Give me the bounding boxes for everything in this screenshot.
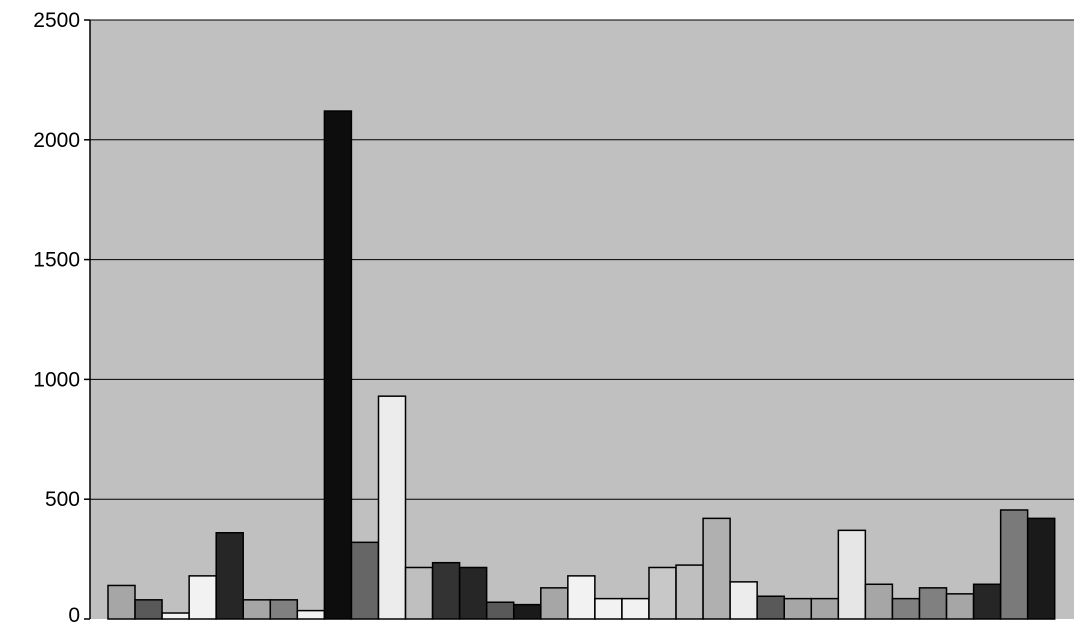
- bar-5: [215, 531, 244, 620]
- bar-28: [837, 529, 867, 620]
- y-tick-label: 0: [68, 604, 80, 625]
- gridlines: [90, 19, 1074, 500]
- bar-3: [161, 612, 190, 620]
- bar-25: [756, 595, 785, 620]
- bar-4: [188, 575, 217, 620]
- bar-6: [242, 599, 271, 620]
- y-tick-label: 1000: [33, 368, 80, 391]
- bar-9: [323, 110, 353, 620]
- bar-30: [891, 597, 921, 620]
- y-tick-labels: 0 500 1000 1500 2000 2500: [33, 9, 80, 625]
- bar-32: [945, 593, 975, 620]
- bar-23: [702, 517, 731, 620]
- bar-33: [972, 583, 1002, 620]
- bar-2: [134, 599, 163, 620]
- bar-26: [783, 597, 812, 620]
- y-tick-label: 2500: [33, 9, 80, 32]
- y-tick-label: 1500: [33, 249, 80, 272]
- bar-22: [675, 564, 704, 620]
- bar-1: [107, 584, 136, 620]
- bar-27: [810, 597, 840, 620]
- y-tick-marks: [84, 19, 90, 620]
- y-tick-label: 2000: [33, 129, 80, 152]
- bar-15: [485, 601, 515, 620]
- bar-14: [458, 566, 488, 620]
- bar-16: [513, 603, 542, 620]
- y-tick-label: 500: [45, 488, 80, 511]
- bar-8: [296, 609, 326, 620]
- bar-35: [1026, 517, 1056, 620]
- bar-21: [648, 566, 677, 620]
- bar-31: [918, 587, 948, 620]
- bar-11: [377, 395, 407, 620]
- bar-34: [999, 509, 1029, 620]
- bar-19: [594, 597, 623, 620]
- bar-13: [431, 561, 461, 620]
- bar-18: [567, 575, 596, 620]
- bar-20: [621, 597, 650, 620]
- bars: [107, 110, 1056, 620]
- bar-17: [540, 587, 569, 620]
- bar-7: [269, 599, 299, 620]
- bar-24: [729, 581, 758, 620]
- bar-12: [404, 566, 434, 620]
- plot-area: [90, 20, 1074, 619]
- bar-29: [864, 583, 894, 620]
- bar-10: [350, 541, 380, 620]
